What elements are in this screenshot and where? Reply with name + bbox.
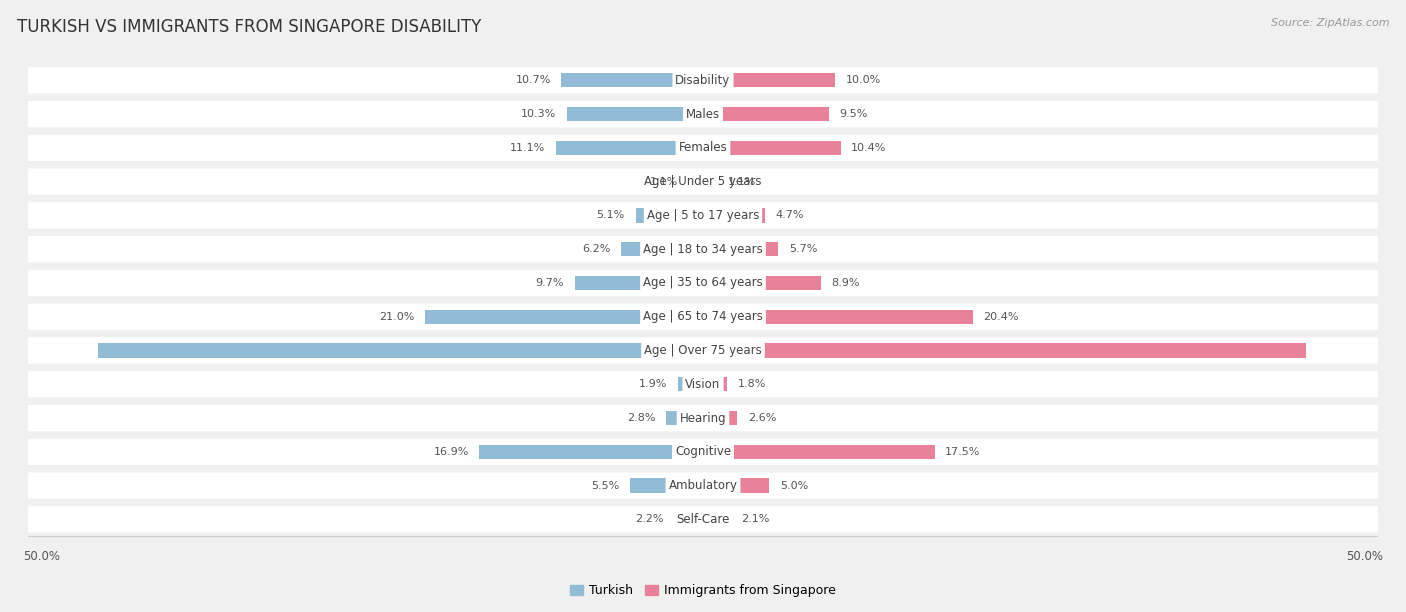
- FancyBboxPatch shape: [15, 101, 1391, 127]
- Text: Ambulatory: Ambulatory: [668, 479, 738, 492]
- Text: Source: ZipAtlas.com: Source: ZipAtlas.com: [1271, 18, 1389, 28]
- Text: 1.8%: 1.8%: [737, 379, 766, 389]
- Bar: [703, 242, 779, 256]
- Bar: [567, 107, 703, 121]
- Text: Age | 5 to 17 years: Age | 5 to 17 years: [647, 209, 759, 222]
- Legend: Turkish, Immigrants from Singapore: Turkish, Immigrants from Singapore: [565, 579, 841, 602]
- Text: 10.4%: 10.4%: [851, 143, 887, 153]
- Text: 17.5%: 17.5%: [945, 447, 980, 457]
- Bar: [630, 479, 703, 493]
- Bar: [703, 310, 973, 324]
- Text: 5.1%: 5.1%: [596, 211, 624, 220]
- Text: Disability: Disability: [675, 74, 731, 87]
- Text: Hearing: Hearing: [679, 411, 727, 425]
- FancyBboxPatch shape: [15, 405, 1391, 431]
- Text: Males: Males: [686, 108, 720, 121]
- Text: Age | Under 5 years: Age | Under 5 years: [644, 175, 762, 188]
- Bar: [98, 343, 703, 357]
- FancyBboxPatch shape: [15, 304, 1391, 330]
- Text: 2.6%: 2.6%: [748, 413, 776, 423]
- Text: 16.9%: 16.9%: [433, 447, 468, 457]
- Bar: [703, 208, 765, 223]
- Bar: [703, 73, 835, 88]
- Bar: [561, 73, 703, 88]
- Text: 10.7%: 10.7%: [516, 75, 551, 86]
- FancyBboxPatch shape: [15, 472, 1391, 499]
- Text: Self-Care: Self-Care: [676, 513, 730, 526]
- FancyBboxPatch shape: [15, 67, 1391, 94]
- Bar: [425, 310, 703, 324]
- Text: Cognitive: Cognitive: [675, 446, 731, 458]
- Text: Age | 35 to 64 years: Age | 35 to 64 years: [643, 277, 763, 289]
- Text: 10.0%: 10.0%: [846, 75, 882, 86]
- Text: Vision: Vision: [685, 378, 721, 391]
- FancyBboxPatch shape: [15, 371, 1391, 397]
- FancyBboxPatch shape: [15, 203, 1391, 229]
- Bar: [678, 377, 703, 392]
- FancyBboxPatch shape: [15, 439, 1391, 465]
- Text: Age | 18 to 34 years: Age | 18 to 34 years: [643, 243, 763, 256]
- Text: 45.7%: 45.7%: [52, 346, 90, 356]
- Bar: [703, 479, 769, 493]
- Bar: [636, 208, 703, 223]
- Text: 5.7%: 5.7%: [789, 244, 817, 254]
- Bar: [703, 141, 841, 155]
- Text: 9.7%: 9.7%: [536, 278, 564, 288]
- FancyBboxPatch shape: [15, 168, 1391, 195]
- Text: 1.9%: 1.9%: [638, 379, 668, 389]
- Text: 5.0%: 5.0%: [780, 480, 808, 491]
- FancyBboxPatch shape: [15, 135, 1391, 161]
- Text: 9.5%: 9.5%: [839, 109, 868, 119]
- Text: 21.0%: 21.0%: [380, 312, 415, 322]
- FancyBboxPatch shape: [15, 270, 1391, 296]
- Text: Age | Over 75 years: Age | Over 75 years: [644, 344, 762, 357]
- Text: TURKISH VS IMMIGRANTS FROM SINGAPORE DISABILITY: TURKISH VS IMMIGRANTS FROM SINGAPORE DIS…: [17, 18, 481, 36]
- Text: 20.4%: 20.4%: [984, 312, 1019, 322]
- Text: 2.8%: 2.8%: [627, 413, 655, 423]
- Bar: [575, 276, 703, 290]
- Text: 45.6%: 45.6%: [1315, 346, 1354, 356]
- Bar: [703, 107, 828, 121]
- Text: 1.1%: 1.1%: [728, 177, 756, 187]
- Text: 2.1%: 2.1%: [741, 514, 769, 524]
- FancyBboxPatch shape: [15, 337, 1391, 364]
- Text: Females: Females: [679, 141, 727, 154]
- FancyBboxPatch shape: [15, 236, 1391, 263]
- Text: Age | 65 to 74 years: Age | 65 to 74 years: [643, 310, 763, 323]
- Text: 11.1%: 11.1%: [510, 143, 546, 153]
- Bar: [689, 174, 703, 188]
- Bar: [557, 141, 703, 155]
- Bar: [703, 411, 737, 425]
- Bar: [479, 445, 703, 459]
- Bar: [621, 242, 703, 256]
- Text: 5.5%: 5.5%: [592, 480, 620, 491]
- Text: 8.9%: 8.9%: [831, 278, 860, 288]
- Text: 4.7%: 4.7%: [776, 211, 804, 220]
- Bar: [703, 377, 727, 392]
- Bar: [703, 343, 1306, 357]
- Text: 6.2%: 6.2%: [582, 244, 610, 254]
- Bar: [703, 445, 935, 459]
- Text: 2.2%: 2.2%: [634, 514, 664, 524]
- Bar: [703, 174, 717, 188]
- Bar: [703, 512, 731, 526]
- Bar: [703, 276, 821, 290]
- Bar: [673, 512, 703, 526]
- Text: 10.3%: 10.3%: [520, 109, 557, 119]
- Bar: [666, 411, 703, 425]
- FancyBboxPatch shape: [15, 506, 1391, 532]
- Text: 1.1%: 1.1%: [650, 177, 678, 187]
